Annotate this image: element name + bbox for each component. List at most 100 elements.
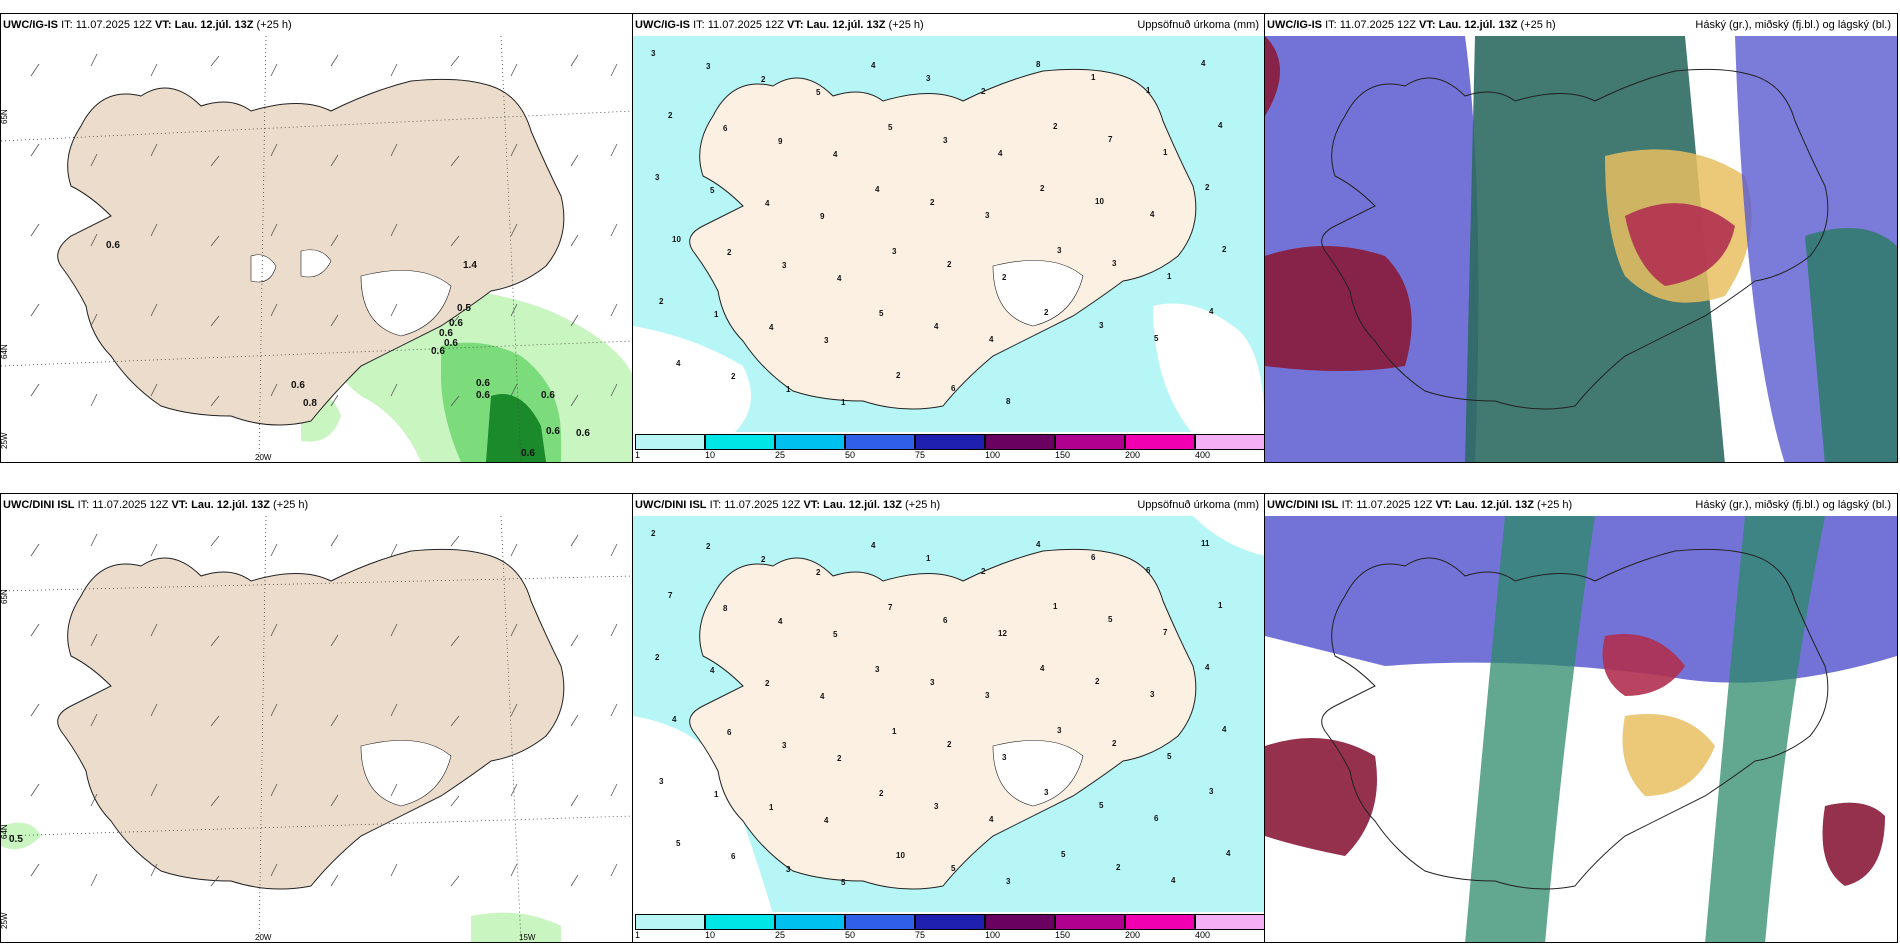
wind-barbs <box>30 53 618 407</box>
precip-value: 7 <box>1163 628 1168 637</box>
graticule <box>1 36 633 462</box>
precip-value: 3 <box>1002 753 1007 762</box>
colorbar-swatch <box>705 434 775 450</box>
wind-label: 0.6 <box>106 240 120 251</box>
wind-label: 0.6 <box>444 338 458 349</box>
precip-value: 4 <box>710 666 715 675</box>
precip-value: 2 <box>668 111 673 120</box>
model-name: UWC/IG-IS <box>1267 19 1322 31</box>
cloud-panel-row1: UWC/IG-IS IT: 11.07.2025 12Z VT: Lau. 12… <box>1264 13 1898 463</box>
precip-value: 7 <box>668 591 673 600</box>
precip-value: 3 <box>1057 726 1062 735</box>
precip-value: 2 <box>655 653 660 662</box>
precip-value: 4 <box>1222 725 1227 734</box>
wind-label: 0.6 <box>431 346 445 357</box>
init-time: IT: 11.07.2025 12Z <box>1325 19 1416 31</box>
model-name: UWC/DINI ISL <box>3 499 75 511</box>
white-area <box>633 716 773 914</box>
precip-value: 2 <box>1095 677 1100 686</box>
land-iceland <box>689 68 1197 410</box>
precip-value: 3 <box>926 74 931 83</box>
precip-value: 5 <box>1061 850 1066 859</box>
cloud-panel-row2: UWC/DINI ISL IT: 11.07.2025 12Z VT: Lau.… <box>1264 493 1898 943</box>
colorbar-swatch <box>915 914 985 930</box>
precip-shade-light-2 <box>1 822 41 850</box>
init-time: IT: 11.07.2025 12Z <box>693 19 784 31</box>
glacier-1 <box>300 249 332 278</box>
precip-value: 9 <box>820 212 825 221</box>
init-time: IT: 11.07.2025 12Z <box>77 499 169 511</box>
white-area <box>633 326 751 434</box>
precip-value: 4 <box>934 322 939 331</box>
glacier-1 <box>992 260 1084 327</box>
precip-value: 5 <box>1167 752 1172 761</box>
precip-value: 6 <box>943 616 948 625</box>
valid-time: Lau. 12.júl. 13Z <box>191 499 270 511</box>
valid-time: Lau. 12.júl. 13Z <box>1455 499 1534 511</box>
wind-label: 0.6 <box>541 390 555 401</box>
colorbar-swatch <box>635 914 705 930</box>
precip-value: 2 <box>981 567 986 576</box>
lat-label-65n: 65N <box>1 589 9 604</box>
wind-label: 0.6 <box>291 380 305 391</box>
precip-value: 6 <box>1154 814 1159 823</box>
colorbar-swatch <box>845 434 915 450</box>
vt-label: VT: <box>171 499 189 511</box>
lon-label-25w: 25W <box>1 912 9 929</box>
precip-value: 2 <box>947 260 952 269</box>
precip-value: 2 <box>1002 273 1007 282</box>
colorbar: 1 10 25 50 75 100 150 200 400 <box>633 432 1265 462</box>
white-area-2 <box>1153 303 1265 434</box>
precip-title: Uppsöfnuð úrkoma (mm) <box>1137 499 1259 511</box>
precip-value: 3 <box>1099 321 1104 330</box>
precip-value: 12 <box>998 629 1007 638</box>
vt-label: VT: <box>803 499 821 511</box>
colorbar-tick: 25 <box>775 450 786 460</box>
precip-value: 6 <box>1146 566 1151 575</box>
precip-value: 2 <box>706 542 711 551</box>
panel-header: UWC/IG-IS IT: 11.07.2025 12Z VT: Lau. 12… <box>633 14 1265 36</box>
precip-value: 4 <box>837 274 842 283</box>
precip-value: 2 <box>761 555 766 564</box>
precip-value: 2 <box>659 297 664 306</box>
colorbar-tick: 75 <box>915 450 926 460</box>
precip-value: 2 <box>651 529 656 538</box>
precip-value: 2 <box>879 789 884 798</box>
wind-panel-row1: UWC/IG-IS IT: 11.07.2025 12Z VT: Lau. 12… <box>0 13 634 463</box>
precip-value: 3 <box>655 173 660 182</box>
precip-value: 3 <box>1044 788 1049 797</box>
colorbar-tick: 150 <box>1055 930 1071 940</box>
land-outline <box>1321 548 1829 890</box>
lon-label-25w: 25W <box>1 432 9 449</box>
precip-value: 7 <box>1108 135 1113 144</box>
land-iceland <box>689 548 1197 890</box>
valid-time: Lau. 12.júl. 13Z <box>174 19 254 31</box>
precip-value: 4 <box>1040 664 1045 673</box>
wind-panel-row2: UWC/DINI ISL IT: 11.07.2025 12Z VT: Lau.… <box>0 493 634 943</box>
precip-value: 1 <box>926 554 931 563</box>
cloud-map <box>1265 36 1897 462</box>
vt-label: VT: <box>1419 19 1436 31</box>
precip-title: Uppsöfnuð úrkoma (mm) <box>1137 19 1259 31</box>
panel-header: UWC/IG-IS IT: 11.07.2025 12Z VT: Lau. 12… <box>1 14 633 36</box>
precip-value: 2 <box>1044 308 1049 317</box>
precip-value: 3 <box>1209 787 1214 796</box>
valid-time: Lau. 12.júl. 13Z <box>823 499 902 511</box>
valid-time: Lau. 12.júl. 13Z <box>1438 19 1518 31</box>
precip-value: 4 <box>1205 663 1210 672</box>
wind-map: 65N 64N 20W 25W 0.6 0.5 0.6 0.6 0.6 0.6 … <box>1 36 633 462</box>
precip-panel-row2: UWC/DINI ISL IT: 11.07.2025 12Z VT: Lau.… <box>632 493 1266 943</box>
wind-label: 0.6 <box>521 448 535 459</box>
precip-value: 4 <box>1150 210 1155 219</box>
precip-value: 4 <box>998 149 1003 158</box>
precip-value: 1 <box>1167 272 1172 281</box>
colorbar-tick: 1 <box>635 450 641 460</box>
precip-value: 6 <box>731 852 736 861</box>
cloud-title: Háský (gr.), miðský (fj.bl.) og lágský (… <box>1695 19 1891 31</box>
model-name: UWC/DINI ISL <box>635 499 707 511</box>
wind-barbs <box>30 533 618 887</box>
colorbar-tick: 100 <box>985 450 1001 460</box>
panel-header: UWC/DINI ISL IT: 11.07.2025 12Z VT: Lau.… <box>1265 494 1897 516</box>
lon-label-20w: 20W <box>255 933 272 942</box>
precip-value: 1 <box>841 398 846 407</box>
